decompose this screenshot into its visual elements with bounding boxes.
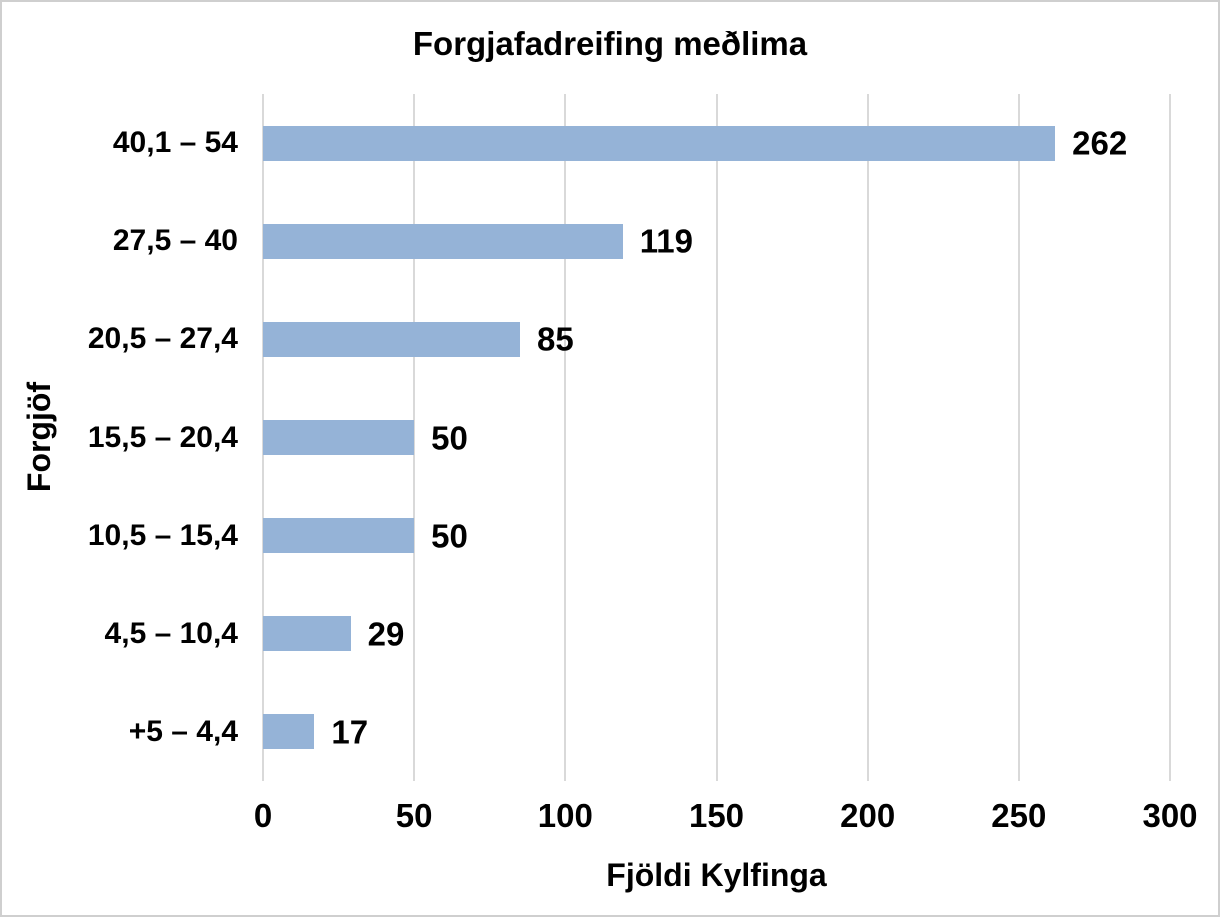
- gridline: [715, 94, 718, 781]
- bar-value-label: 17: [331, 713, 369, 751]
- category-label: 15,5 – 20,4: [87, 420, 238, 454]
- x-axis-title: Fjöldi Kylfinga: [606, 857, 827, 893]
- category-label: +5 – 4,4: [128, 714, 238, 748]
- gridline: [1169, 94, 1171, 781]
- bar: [263, 125, 1056, 161]
- bar-value-label: 50: [431, 419, 468, 456]
- category-label: 20,5 – 27,4: [87, 322, 238, 356]
- gridline: [866, 94, 869, 781]
- category-label: 10,5 – 15,4: [87, 518, 238, 552]
- x-tick-label: 50: [395, 797, 433, 834]
- bar: [263, 420, 415, 455]
- bar-value-label: 50: [431, 517, 468, 555]
- plot-area: 262 119 85 50 50 29 17: [262, 94, 1171, 781]
- bar-value-label: 85: [536, 320, 574, 358]
- bar: [263, 223, 623, 259]
- x-tick-label: 0: [253, 797, 273, 834]
- x-tick-label: 200: [840, 797, 896, 834]
- bar: [263, 616, 351, 652]
- x-tick-label: 300: [1142, 797, 1198, 834]
- gridline: [564, 94, 567, 781]
- bar-value-label: 262: [1072, 124, 1128, 162]
- category-label: 4,5 – 10,4: [104, 616, 238, 650]
- y-axis-title: Forgjöf: [21, 381, 57, 493]
- category-label: 27,5 – 40: [112, 224, 238, 258]
- x-tick-label: 100: [537, 797, 593, 834]
- x-tick-label: 250: [991, 797, 1047, 834]
- bar: [263, 321, 520, 357]
- chart-title: Forgjafadreifing meðlima: [412, 25, 808, 62]
- gridline: [413, 94, 416, 781]
- x-tick-label: 150: [688, 797, 745, 834]
- bar-value-label: 119: [639, 222, 694, 260]
- bar-value-label: 29: [367, 615, 405, 653]
- gridline: [1017, 94, 1020, 781]
- bar: [263, 518, 415, 554]
- y-axis-category-labels: 40,1 – 54 27,5 – 40 20,5 – 27,4 15,5 – 20,4…: [2, 94, 238, 781]
- bar: [263, 714, 315, 750]
- category-label: 40,1 – 54: [112, 126, 238, 160]
